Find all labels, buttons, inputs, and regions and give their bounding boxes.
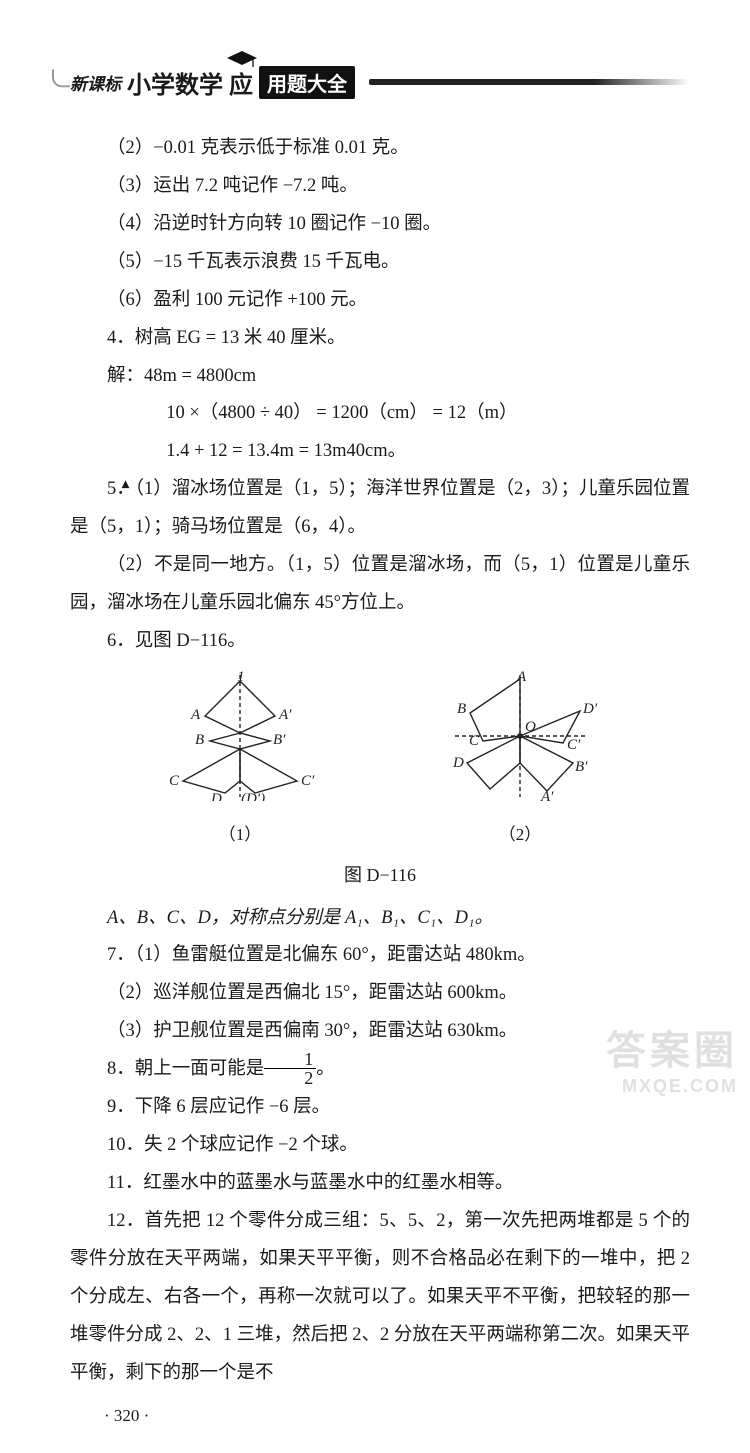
svg-text:1: 1 (237, 671, 245, 685)
ans-6: （6）盈利 100 元记作 +100 元。 (70, 282, 690, 320)
q7-2: （2）巡洋舰位置是西偏北 15°，距雷达站 600km。 (70, 975, 690, 1013)
figure-1-svg: 1 A A′ B B′ C C′ D (D′) (155, 671, 325, 801)
page-header: 新课标 小学数学 应 用题大全 (70, 60, 690, 104)
svg-text:D′: D′ (582, 701, 598, 717)
svg-text:A′: A′ (278, 707, 292, 723)
q7-1: 7．（1）鱼雷艇位置是北偏东 60°，距雷达站 480km。 (70, 937, 690, 975)
svg-text:A: A (516, 671, 527, 685)
svg-text:A′: A′ (540, 789, 554, 801)
q5-1: 5．（1）溜冰场位置是（1，5）；海洋世界位置是（2，3）；儿童乐园位置是（5，… (70, 471, 690, 547)
header-brush: 小学数学 (127, 65, 223, 100)
figure-row: 1 A A′ B B′ C C′ D (D′) （1） (70, 671, 690, 853)
figure-2-caption: （2） (435, 818, 605, 853)
q12: 12．首先把 12 个零件分成三组：5、5、2，第一次先把两堆都是 5 个的零件… (70, 1203, 690, 1393)
svg-text:C: C (469, 733, 480, 749)
page-number: · 320 · (70, 1399, 690, 1434)
svg-text:B′: B′ (273, 732, 286, 748)
q4-step1: 解：48m = 4800cm (70, 358, 690, 396)
figure-main-caption: 图 D−116 (70, 857, 690, 894)
svg-text:B′: B′ (575, 759, 588, 775)
svg-text:B: B (457, 701, 466, 717)
header-prefix: 新课标 (70, 70, 121, 95)
svg-text:D: D (452, 755, 464, 771)
svg-text:A: A (190, 707, 201, 723)
svg-text:O: O (525, 719, 536, 735)
ans-5: （5）−15 千瓦表示浪费 15 千瓦电。 (70, 244, 690, 282)
q6-note: A、B、C、D，对称点分别是 A₁、B₁、C₁、D₁。 (70, 900, 690, 938)
q5-2: （2）不是同一地方。（1，5）位置是溜冰场，而（5，1）位置是儿童乐园，溜冰场在… (70, 547, 690, 623)
q11: 11．红墨水中的蓝墨水与蓝墨水中的红墨水相等。 (70, 1165, 690, 1203)
q10: 10．失 2 个球应记作 −2 个球。 (70, 1127, 690, 1165)
q8: 8．朝上一面可能是12。 (70, 1051, 690, 1089)
q4: 4．树高 EG = 13 米 40 厘米。 (70, 320, 690, 358)
figure-2-svg: A B C D O D′ C′ B′ A′ (435, 671, 605, 801)
figure-2: A B C D O D′ C′ B′ A′ （2） (435, 671, 605, 853)
fraction-one-half: 12 (264, 1050, 316, 1087)
svg-text:C′: C′ (567, 737, 581, 753)
ans-2: （2）−0.01 克表示低于标准 0.01 克。 (70, 130, 690, 168)
ans-4: （4）沿逆时针方向转 10 圈记作 −10 圈。 (70, 206, 690, 244)
q9: 9．下降 6 层应记作 −6 层。 (70, 1089, 690, 1127)
svg-text:B: B (195, 732, 204, 748)
q4-step3: 1.4 + 12 = 13.4m = 13m40cm。 (70, 433, 690, 471)
svg-text:(D′): (D′) (241, 791, 265, 801)
svg-text:C′: C′ (301, 773, 315, 789)
header-cap: 应 (229, 65, 253, 100)
side-asterisk: ▴ (122, 471, 129, 500)
ans-3: （3）运出 7.2 吨记作 −7.2 吨。 (70, 168, 690, 206)
q4-step2: 10 ×（4800 ÷ 40） = 1200（cm） = 12（m） (70, 395, 690, 433)
header-divider (369, 79, 690, 85)
svg-text:D: D (210, 791, 222, 801)
content-body: （2）−0.01 克表示低于标准 0.01 克。 （3）运出 7.2 吨记作 −… (70, 130, 690, 1433)
q6: 6．见图 D−116。 (70, 623, 690, 661)
q7-3: （3）护卫舰位置是西偏南 30°，距雷达站 630km。 (70, 1013, 690, 1051)
figure-1-caption: （1） (155, 818, 325, 853)
graduation-cap-icon (225, 49, 259, 69)
svg-text:C: C (169, 773, 180, 789)
figure-1: 1 A A′ B B′ C C′ D (D′) （1） (155, 671, 325, 853)
header-badge: 用题大全 (259, 66, 355, 99)
